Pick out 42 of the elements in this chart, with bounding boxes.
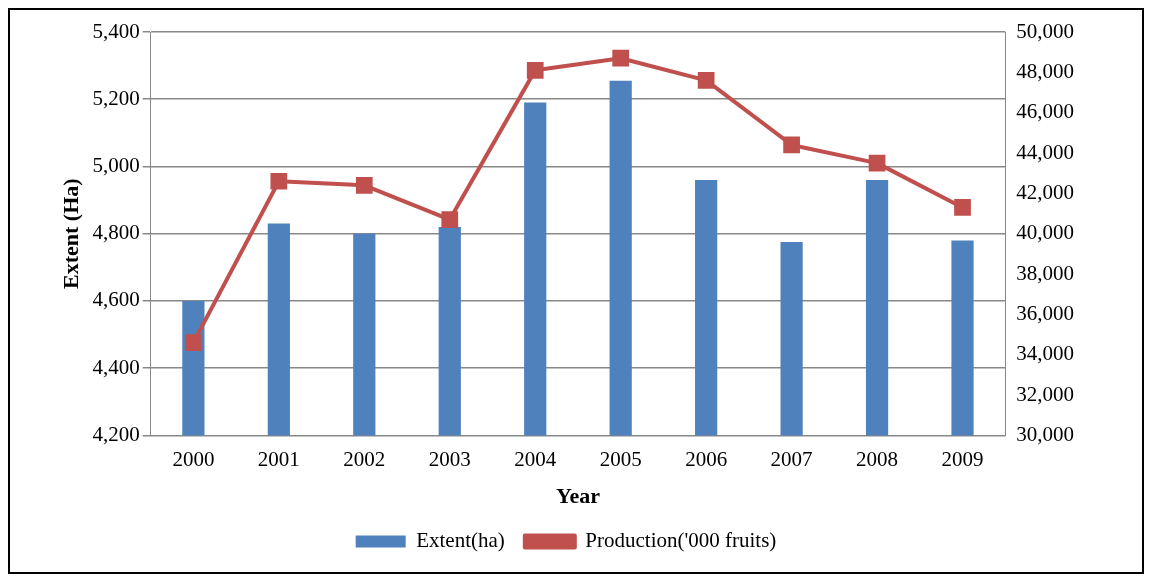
legend-label: Production('000 fruits) bbox=[585, 528, 777, 553]
point bbox=[185, 334, 202, 351]
x-tick-label: 2007 bbox=[770, 446, 813, 471]
y2-tick-label: 50,000 bbox=[1016, 18, 1074, 43]
x-axis-title: Year bbox=[555, 483, 601, 509]
y2-tick-label: 42,000 bbox=[1016, 179, 1074, 204]
point bbox=[441, 211, 459, 228]
y2-tick-label: 38,000 bbox=[1016, 260, 1074, 285]
point bbox=[783, 136, 800, 154]
x-tick-label: 2008 bbox=[856, 446, 899, 471]
point bbox=[526, 61, 544, 79]
y2-tick-label: 30,000 bbox=[1016, 421, 1074, 446]
y-tick-label: 4,600 bbox=[92, 287, 140, 312]
y2-tick-label: 46,000 bbox=[1016, 99, 1074, 124]
x-tick-label: 2006 bbox=[685, 446, 728, 471]
y-tick-label: 4,400 bbox=[92, 354, 140, 379]
x-tick-label: 2009 bbox=[941, 446, 984, 471]
point bbox=[868, 154, 886, 172]
point bbox=[954, 199, 971, 216]
y2-tick-label: 32,000 bbox=[1016, 381, 1074, 406]
y2-tick-label: 48,000 bbox=[1016, 58, 1074, 83]
y2-tick-label: 34,000 bbox=[1016, 341, 1074, 366]
x-tick-label: 2005 bbox=[599, 446, 642, 471]
point bbox=[697, 72, 715, 89]
y-tick-label: 4,200 bbox=[92, 421, 140, 446]
x-tick-label: 2001 bbox=[257, 446, 300, 471]
legend-label: Extent(ha) bbox=[416, 528, 505, 553]
y-tick-label: 5,000 bbox=[92, 152, 140, 177]
y2-tick-label: 40,000 bbox=[1016, 220, 1074, 245]
y2-tick-label: 36,000 bbox=[1016, 300, 1074, 325]
y-tick-label: 5,200 bbox=[92, 85, 140, 110]
point bbox=[270, 172, 288, 190]
x-tick-label: 2004 bbox=[514, 446, 557, 471]
x-tick-label: 2000 bbox=[172, 446, 215, 471]
y-tick-label: 4,800 bbox=[92, 220, 140, 245]
y2-tick-label: 44,000 bbox=[1016, 139, 1074, 164]
y-axis-title: Extent (Ha) bbox=[57, 178, 83, 289]
x-tick-label: 2002 bbox=[343, 446, 386, 471]
y-tick-label: 5,400 bbox=[92, 18, 140, 43]
x-tick-label: 2003 bbox=[428, 446, 471, 471]
point bbox=[355, 176, 373, 194]
point bbox=[612, 49, 630, 67]
